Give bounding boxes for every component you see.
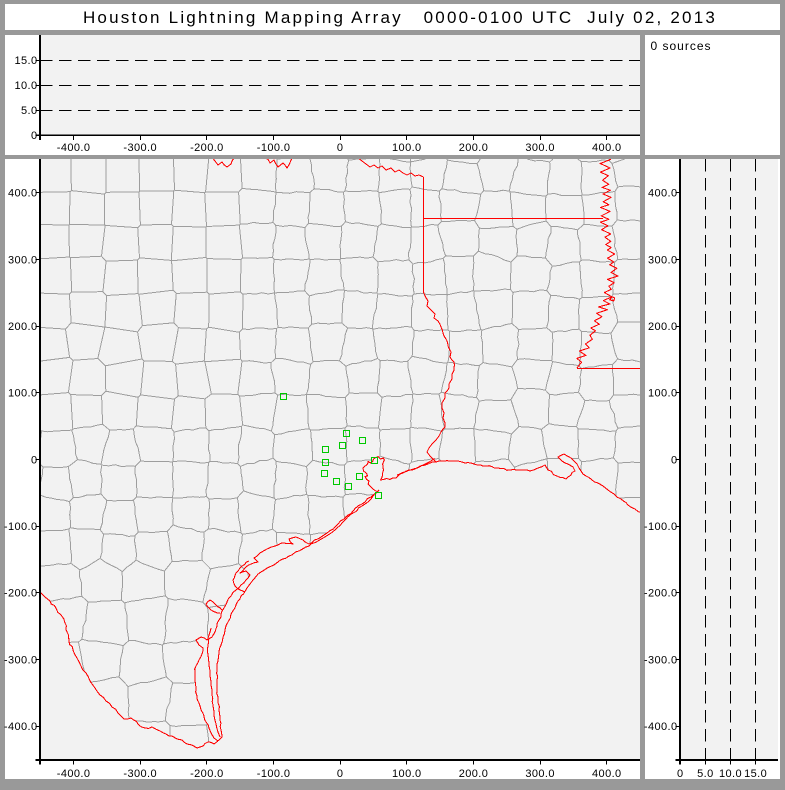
svg-text:-400.0: -400.0 [57, 768, 91, 780]
svg-text:-300.0: -300.0 [644, 654, 678, 666]
svg-text:Houston Lightning Mapping Arra: Houston Lightning Mapping Array 0000-010… [83, 8, 717, 27]
svg-text:200.0: 200.0 [648, 321, 678, 333]
svg-text:100.0: 100.0 [392, 768, 422, 780]
svg-text:200.0: 200.0 [8, 321, 38, 333]
svg-text:300.0: 300.0 [648, 254, 678, 266]
svg-text:-400.0: -400.0 [644, 721, 678, 733]
svg-text:400.0: 400.0 [592, 768, 622, 780]
svg-text:0: 0 [31, 130, 38, 142]
svg-text:15.0: 15.0 [744, 768, 767, 780]
svg-text:300.0: 300.0 [525, 142, 555, 154]
svg-text:5.0: 5.0 [697, 768, 714, 780]
svg-text:-100.0: -100.0 [257, 768, 291, 780]
svg-text:-400.0: -400.0 [57, 142, 91, 154]
svg-text:0: 0 [337, 768, 344, 780]
svg-text:300.0: 300.0 [525, 768, 555, 780]
svg-text:200.0: 200.0 [459, 142, 489, 154]
svg-text:0: 0 [31, 454, 38, 466]
svg-text:100.0: 100.0 [648, 388, 678, 400]
svg-text:400.0: 400.0 [592, 142, 622, 154]
svg-text:-100.0: -100.0 [4, 521, 38, 533]
svg-text:15.0: 15.0 [14, 55, 37, 67]
svg-text:400.0: 400.0 [648, 188, 678, 200]
svg-text:0: 0 [671, 454, 678, 466]
svg-text:-100.0: -100.0 [257, 142, 291, 154]
svg-text:-100.0: -100.0 [644, 521, 678, 533]
svg-text:-200.0: -200.0 [190, 768, 224, 780]
svg-text:200.0: 200.0 [459, 768, 489, 780]
svg-text:0 sources: 0 sources [651, 39, 712, 53]
svg-text:-400.0: -400.0 [4, 721, 38, 733]
svg-text:-300.0: -300.0 [4, 654, 38, 666]
svg-text:-300.0: -300.0 [123, 142, 157, 154]
svg-text:0: 0 [677, 768, 684, 780]
svg-text:-300.0: -300.0 [123, 768, 157, 780]
svg-text:5.0: 5.0 [21, 105, 38, 117]
svg-text:300.0: 300.0 [8, 254, 38, 266]
svg-text:10.0: 10.0 [14, 80, 37, 92]
svg-text:100.0: 100.0 [8, 388, 38, 400]
svg-text:400.0: 400.0 [8, 188, 38, 200]
svg-text:-200.0: -200.0 [190, 142, 224, 154]
svg-text:-200.0: -200.0 [644, 588, 678, 600]
svg-text:-200.0: -200.0 [4, 588, 38, 600]
svg-text:0: 0 [337, 142, 344, 154]
svg-text:100.0: 100.0 [392, 142, 422, 154]
svg-text:10.0: 10.0 [719, 768, 742, 780]
